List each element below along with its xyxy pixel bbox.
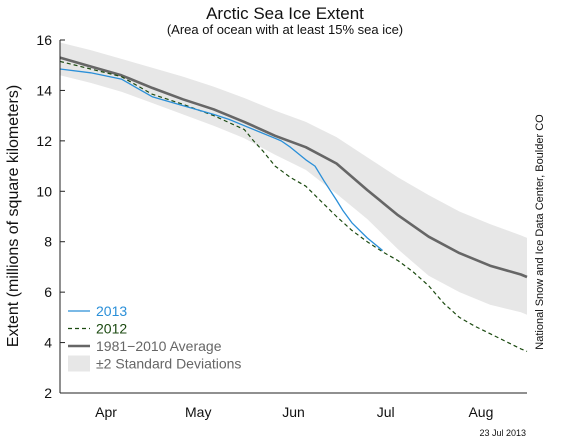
x-tick-label-apr: Apr xyxy=(95,404,117,420)
y-tick-label-10: 10 xyxy=(36,183,52,199)
date-stamp: 23 Jul 2013 xyxy=(479,428,526,438)
series-line-2 xyxy=(59,56,528,279)
y-tick-label-16: 16 xyxy=(36,32,52,48)
x-tick-label-jun: Jun xyxy=(282,404,305,420)
y-tick-label-8: 8 xyxy=(44,234,52,250)
std-dev-band xyxy=(60,42,527,315)
y-tick-label-12: 12 xyxy=(36,133,52,149)
chart-title: Arctic Sea Ice Extent xyxy=(206,4,364,23)
y-tick-label-4: 4 xyxy=(44,335,52,351)
y-tick-label-2: 2 xyxy=(44,385,52,401)
legend-label-2: 1981−2010 Average xyxy=(96,338,222,354)
series-line-1 xyxy=(59,60,528,352)
legend-label-3: ±2 Standard Deviations xyxy=(96,356,241,372)
y-tick-label-6: 6 xyxy=(44,284,52,300)
x-tick-label-may: May xyxy=(185,404,211,420)
chart-subtitle: (Area of ocean with at least 15% sea ice… xyxy=(166,22,404,37)
x-tick-label-jul: Jul xyxy=(377,404,395,420)
legend-swatch-band xyxy=(68,355,90,372)
series-line-0 xyxy=(59,68,384,252)
y-tick-label-14: 14 xyxy=(36,82,52,98)
x-tick-label-aug: Aug xyxy=(468,404,493,420)
legend-label-1: 2012 xyxy=(96,321,127,337)
legend-label-0: 2013 xyxy=(96,303,127,319)
